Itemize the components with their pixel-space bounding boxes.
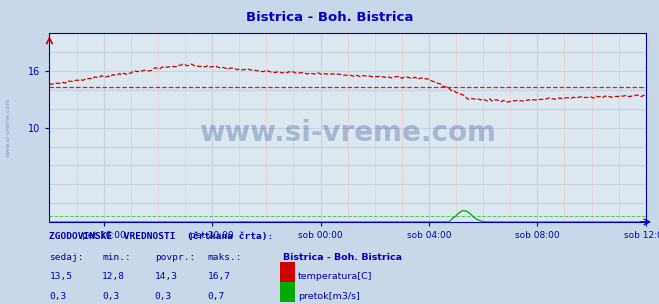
Text: ZGODOVINSKE  VREDNOSTI  (črtkana črta):: ZGODOVINSKE VREDNOSTI (črtkana črta): [49, 232, 273, 241]
Text: 12,8: 12,8 [102, 272, 125, 281]
Text: 0,7: 0,7 [208, 292, 225, 301]
Text: sedaj:: sedaj: [49, 253, 84, 262]
Text: www.si-vreme.com: www.si-vreme.com [5, 98, 11, 157]
Text: 0,3: 0,3 [155, 292, 172, 301]
Text: min.:: min.: [102, 253, 131, 262]
Text: 0,3: 0,3 [102, 292, 119, 301]
Text: Bistrica - Boh. Bistrica: Bistrica - Boh. Bistrica [283, 253, 403, 262]
Text: 0,3: 0,3 [49, 292, 67, 301]
Text: 14,3: 14,3 [155, 272, 178, 281]
Text: 13,5: 13,5 [49, 272, 72, 281]
Text: pretok[m3/s]: pretok[m3/s] [298, 292, 360, 301]
Text: povpr.:: povpr.: [155, 253, 195, 262]
Text: maks.:: maks.: [208, 253, 242, 262]
Text: 16,7: 16,7 [208, 272, 231, 281]
Text: temperatura[C]: temperatura[C] [298, 272, 372, 281]
Text: www.si-vreme.com: www.si-vreme.com [199, 119, 496, 147]
Text: Bistrica - Boh. Bistrica: Bistrica - Boh. Bistrica [246, 11, 413, 24]
